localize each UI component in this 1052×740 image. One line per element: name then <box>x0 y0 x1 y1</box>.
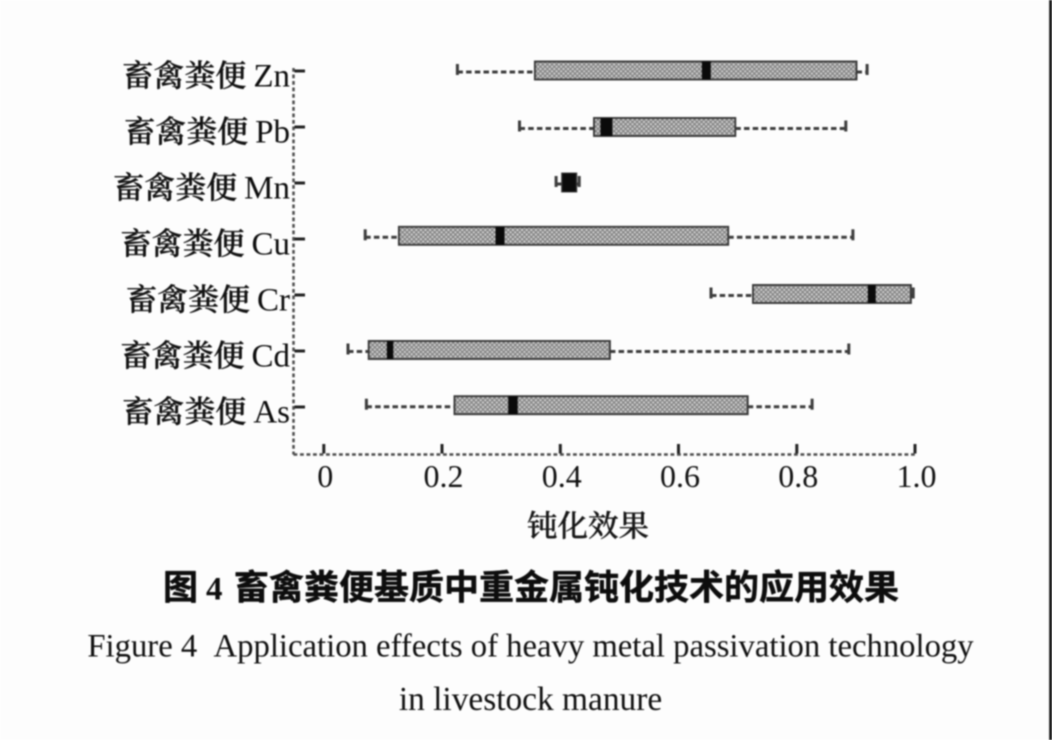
svg-text:0.4: 0.4 <box>542 458 582 494</box>
svg-text:0.8: 0.8 <box>778 458 818 494</box>
svg-text:Cr: Cr <box>257 283 290 319</box>
svg-text:0: 0 <box>317 458 333 494</box>
svg-text:0.6: 0.6 <box>660 458 700 494</box>
svg-text:4: 4 <box>206 572 223 608</box>
svg-text:As: As <box>253 395 290 431</box>
svg-text:Cd: Cd <box>251 339 290 375</box>
svg-text:1.0: 1.0 <box>897 458 937 494</box>
svg-text:Cu: Cu <box>251 227 290 263</box>
svg-text:0.2: 0.2 <box>424 458 464 494</box>
svg-text:Zn: Zn <box>253 59 290 95</box>
svg-text:Figure 4 Application effects: Figure 4 Application effects of heavy me… <box>87 629 974 665</box>
svg-text:Pb: Pb <box>255 115 290 151</box>
svg-text:in livestock manure: in livestock manure <box>399 681 662 718</box>
svg-text:Mn: Mn <box>244 171 290 207</box>
